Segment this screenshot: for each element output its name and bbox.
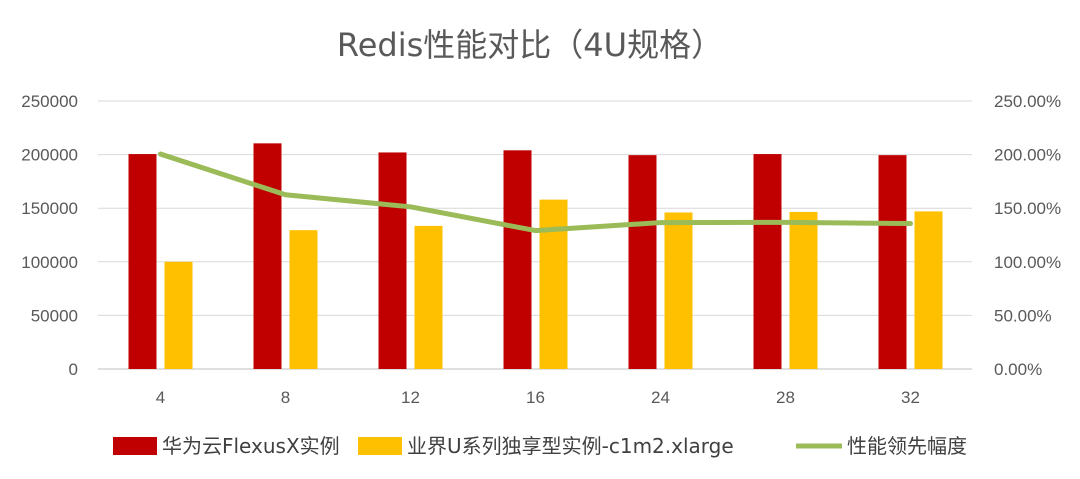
bar-flexusx — [503, 150, 532, 369]
x-tick-label: 32 — [901, 388, 920, 407]
legend-label-flexusx: 华为云FlexusX实例 — [162, 434, 340, 458]
bar-flexusx — [878, 155, 907, 369]
left-axis-ticks: 0 50000 100000 150000 200000 250000 — [21, 92, 78, 379]
legend-swatch-u-series — [358, 437, 402, 455]
legend-label-u-series: 业界U系列独享型实例-c1m2.xlarge — [407, 434, 734, 458]
bar-flexusx — [128, 154, 157, 369]
performance-line — [158, 151, 913, 234]
legend-label-lead: 性能领先幅度 — [847, 434, 967, 458]
bar-flexusx — [753, 154, 782, 369]
right-tick-label: 150.00% — [994, 199, 1061, 218]
x-tick-label: 28 — [776, 388, 795, 407]
x-tick-label: 16 — [526, 388, 545, 407]
left-tick-label: 200000 — [21, 146, 78, 165]
x-tick-label: 8 — [281, 388, 290, 407]
gridlines — [98, 100, 972, 370]
x-axis-ticks: 4 8 12 16 24 28 32 — [156, 388, 920, 407]
bar-flexusx — [628, 155, 657, 369]
bar-u-series — [539, 199, 568, 369]
right-tick-label: 50.00% — [994, 306, 1052, 325]
bar-u-series — [164, 261, 193, 369]
right-tick-label: 250.00% — [994, 92, 1061, 111]
x-tick-label: 24 — [651, 388, 670, 407]
right-tick-label: 200.00% — [994, 146, 1061, 165]
legend: 华为云FlexusX实例 业界U系列独享型实例-c1m2.xlarge 性能领先… — [113, 434, 967, 458]
right-tick-label: 100.00% — [994, 253, 1061, 272]
bar-flexusx — [253, 143, 282, 369]
right-axis-ticks: 0.00% 50.00% 100.00% 150.00% 200.00% 250.00% — [994, 92, 1061, 379]
chart-title: Redis性能对比（4U规格） — [337, 26, 723, 64]
right-tick-label: 0.00% — [994, 360, 1042, 379]
left-tick-label: 0 — [69, 360, 78, 379]
bars — [128, 143, 943, 369]
bar-u-series — [789, 211, 818, 369]
x-tick-label: 12 — [401, 388, 420, 407]
line-lead-margin — [158, 151, 913, 234]
left-tick-label: 250000 — [21, 92, 78, 111]
left-tick-label: 100000 — [21, 253, 78, 272]
bar-u-series — [289, 230, 318, 369]
bar-flexusx — [378, 152, 407, 369]
bar-u-series — [414, 225, 443, 369]
bar-u-series — [664, 212, 693, 369]
bar-u-series — [914, 211, 943, 369]
legend-swatch-flexusx — [113, 437, 157, 455]
left-tick-label: 50000 — [31, 306, 78, 325]
x-tick-label: 4 — [156, 388, 165, 407]
left-tick-label: 150000 — [21, 199, 78, 218]
